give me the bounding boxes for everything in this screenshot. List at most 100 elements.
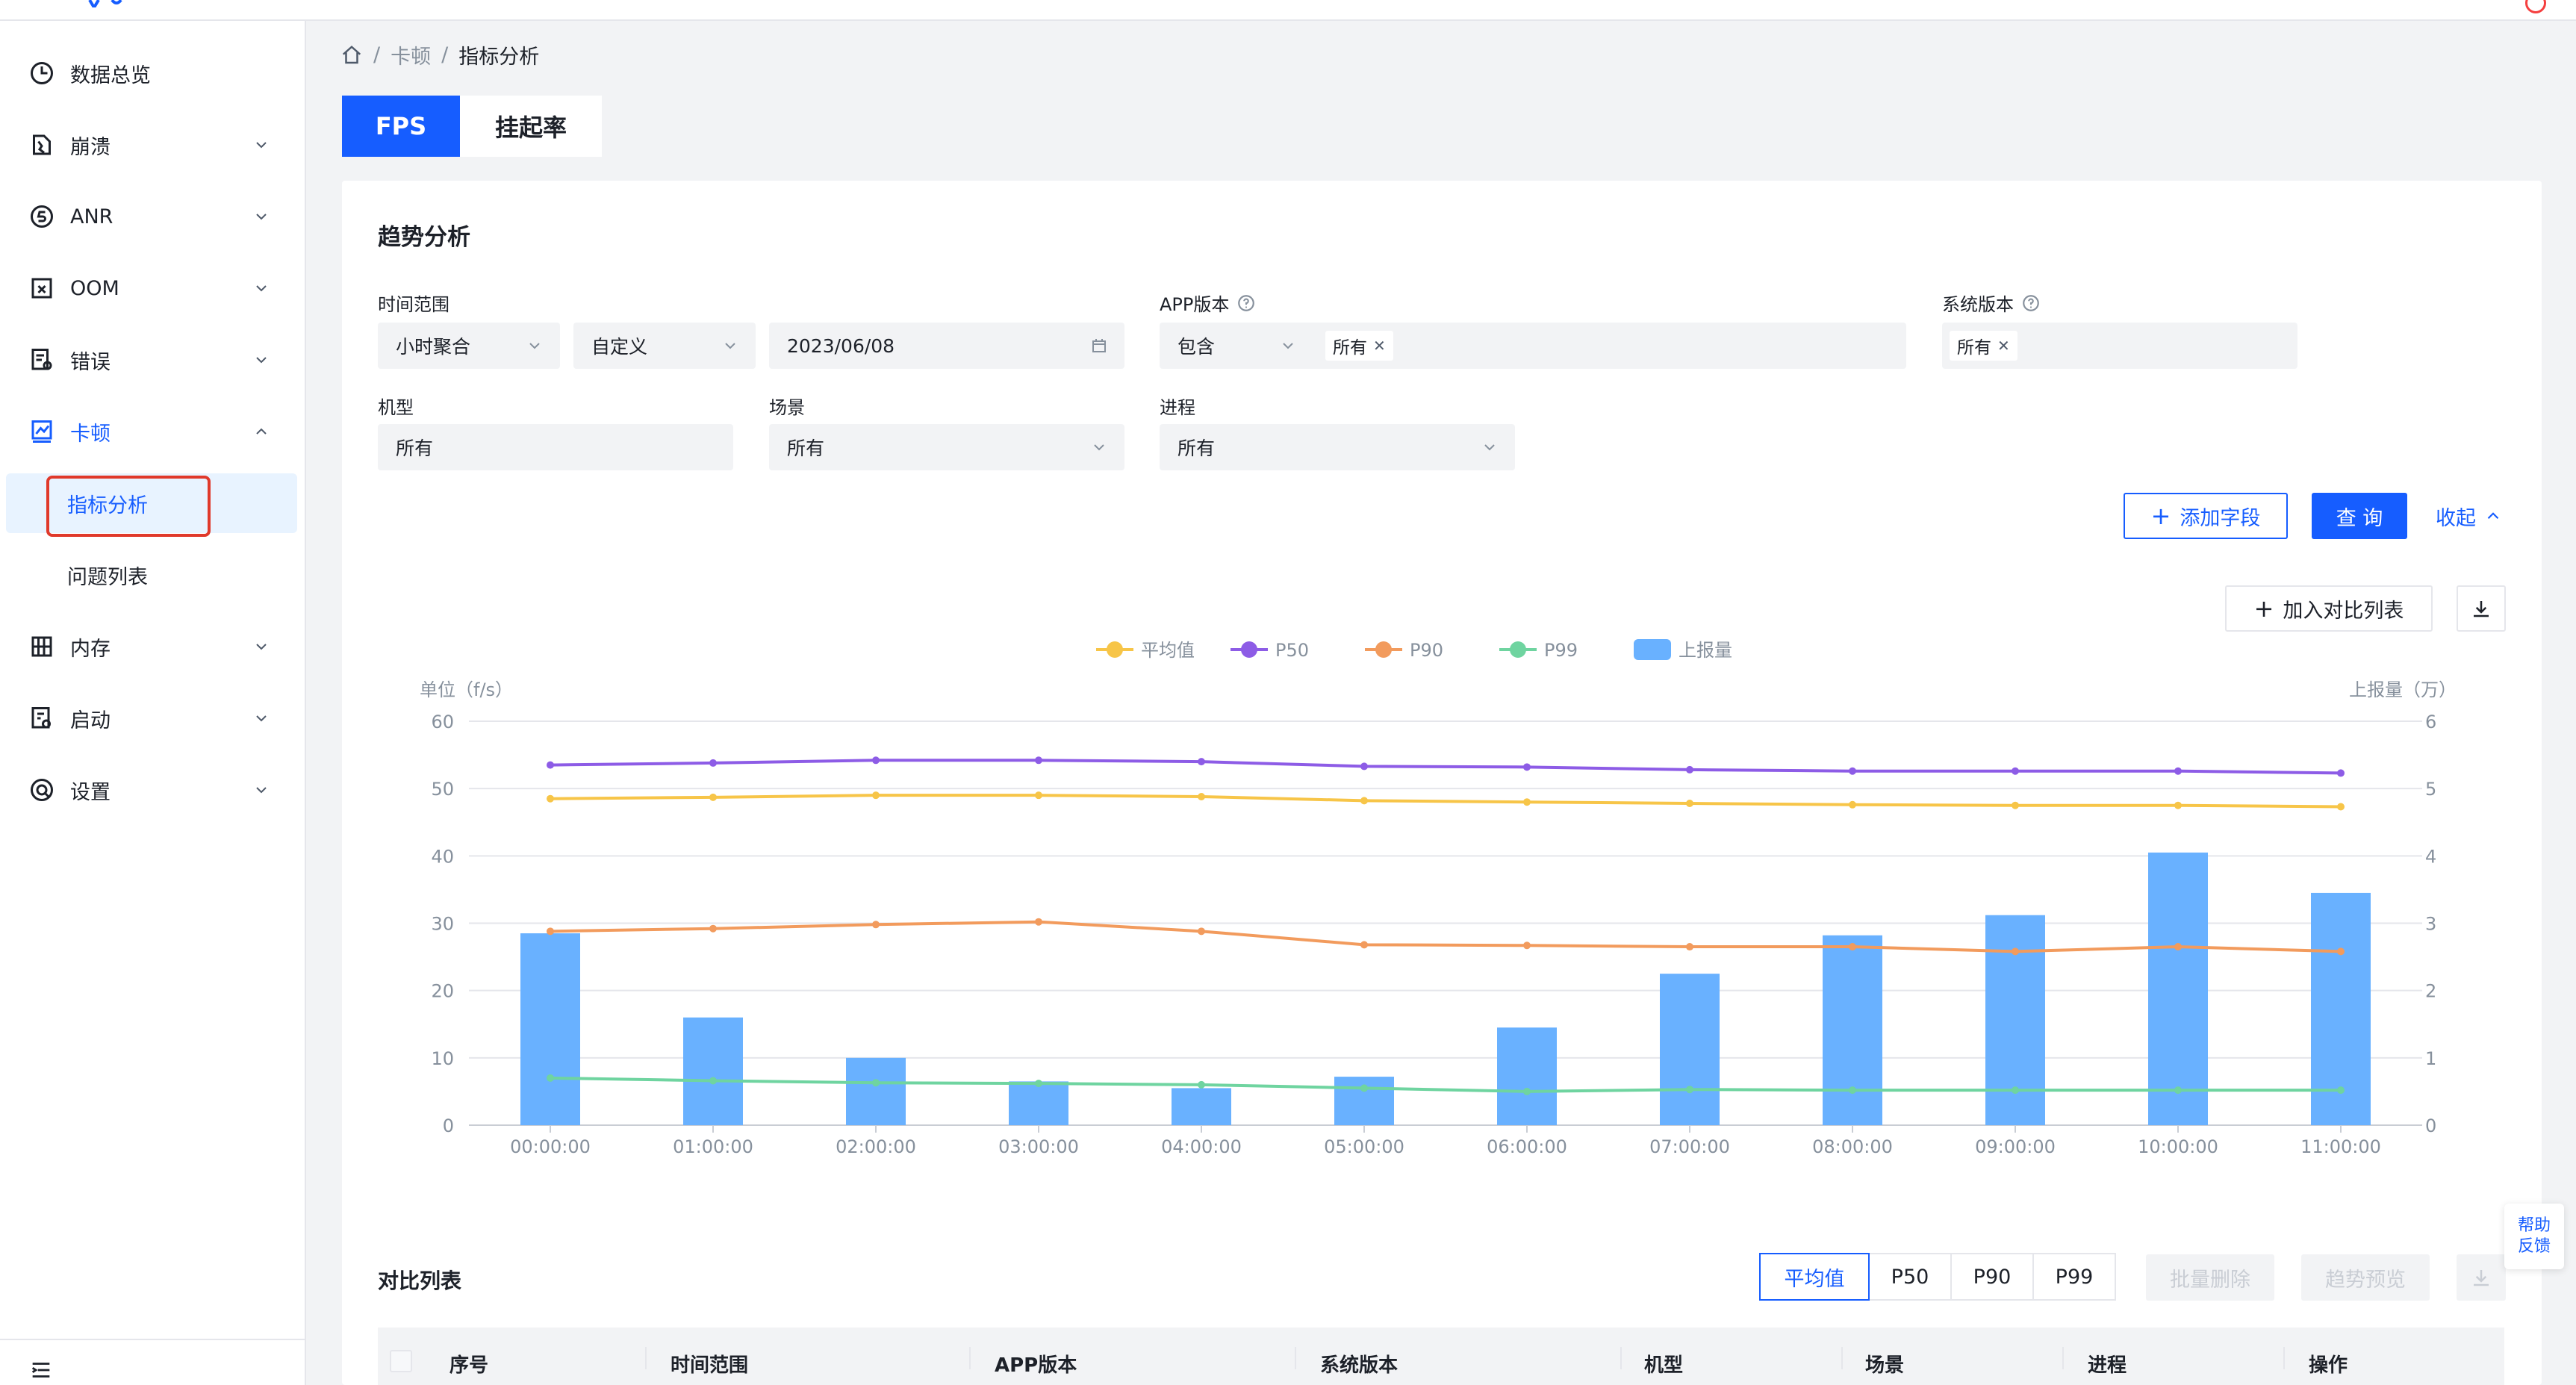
column-header-app-version: APP版本: [995, 1354, 1077, 1377]
query-button[interactable]: 查 询: [2312, 493, 2407, 539]
app-version-label-text: APP版本: [1160, 294, 1230, 315]
sidebar-item-jank[interactable]: 卡顿: [0, 402, 306, 461]
column-divider[interactable]: [969, 1347, 971, 1369]
app-version-field[interactable]: 包含 所有 ✕: [1160, 323, 1906, 369]
sidebar-item-oom[interactable]: OOM: [0, 258, 306, 318]
settings-icon: [31, 779, 53, 801]
sidebar-item-label: OOM: [70, 276, 119, 300]
os-version-label: 系统版本: [1942, 290, 2041, 316]
plus-icon: +: [2253, 594, 2274, 623]
sidebar-item-error[interactable]: 错误: [0, 330, 306, 390]
download-button[interactable]: [2457, 585, 2506, 632]
column-header-device: 机型: [1644, 1354, 1684, 1377]
compare-download-button[interactable]: [2457, 1254, 2506, 1301]
sidebar-item-label: 数据总览: [70, 63, 151, 87]
collapse-label: 收起: [2436, 506, 2476, 530]
sidebar-item-launch[interactable]: 启动: [0, 688, 306, 748]
add-field-label: 添加字段: [2180, 506, 2261, 530]
collapse-button[interactable]: 收起: [2428, 493, 2510, 539]
breadcrumb-item-jank[interactable]: 卡顿: [391, 46, 432, 69]
os-version-tag-label: 所有: [1957, 338, 1991, 358]
process-select[interactable]: 所有: [1160, 424, 1515, 470]
app-version-tag-label: 所有: [1333, 338, 1367, 358]
tab-fps[interactable]: FPS: [342, 96, 460, 157]
crash-icon: [33, 134, 51, 155]
chevron-up-icon: [2487, 512, 2499, 520]
column-header-os-version: 系统版本: [1320, 1354, 1399, 1377]
time-range-label: 时间范围: [378, 294, 449, 315]
sidebar-item-anr[interactable]: ANR: [0, 187, 306, 246]
os-version-tag: 所有 ✕: [1950, 331, 2017, 361]
aggregation-select[interactable]: 小时聚合: [378, 323, 560, 369]
scene-select[interactable]: 所有: [769, 424, 1124, 470]
tab-hang-rate[interactable]: 挂起率: [460, 96, 602, 157]
chevron-down-icon: [256, 644, 267, 650]
help-feedback-button[interactable]: 帮助 反馈: [2504, 1204, 2564, 1269]
date-picker[interactable]: 2023/06/08: [769, 323, 1124, 369]
help-icon[interactable]: [2021, 293, 2041, 313]
scene-label: 场景: [769, 397, 805, 418]
help-line-2: 反馈: [2517, 1237, 2551, 1256]
column-header-time-range: 时间范围: [671, 1354, 749, 1377]
download-icon: [2474, 601, 2489, 617]
sidebar-divider: [0, 1339, 306, 1340]
scene-value: 所有: [787, 438, 825, 459]
process-value: 所有: [1177, 438, 1216, 459]
avatar[interactable]: [2525, 0, 2546, 13]
range-mode-select[interactable]: 自定义: [573, 323, 756, 369]
sidebar-item-label: 卡顿: [70, 422, 111, 446]
select-all-checkbox[interactable]: [390, 1350, 412, 1372]
segment-p50[interactable]: P50: [1868, 1253, 1952, 1301]
column-divider[interactable]: [2062, 1347, 2064, 1369]
sidebar-item-crash[interactable]: 崩溃: [0, 115, 306, 175]
segment-p90[interactable]: P90: [1950, 1253, 2034, 1301]
download-icon: [2474, 1270, 2489, 1286]
device-label: 机型: [378, 397, 414, 418]
sidebar: 数据总览 崩溃 ANR OOM 错误 卡顿 指标分析 问题列表 内存 启动: [0, 21, 306, 1385]
oom-icon: [31, 278, 52, 299]
compare-table-header: 序号 时间范围 APP版本 系统版本 机型 场景 进程 操作: [378, 1328, 2504, 1385]
column-divider[interactable]: [1620, 1347, 1622, 1369]
memory-icon: [31, 636, 52, 657]
close-icon[interactable]: ✕: [1997, 337, 2010, 355]
sidebar-item-label: 启动: [70, 709, 111, 732]
chevron-down-icon: [256, 357, 267, 364]
trend-preview-button[interactable]: 趋势预览: [2301, 1254, 2430, 1301]
column-divider[interactable]: [645, 1347, 647, 1369]
logo-icon: [88, 0, 122, 7]
menu-collapse-icon[interactable]: [28, 1357, 54, 1383]
device-input[interactable]: 所有: [378, 424, 733, 470]
calendar-icon: [1092, 339, 1106, 352]
date-value: 2023/06/08: [787, 334, 895, 357]
add-compare-button[interactable]: + 加入对比列表: [2225, 585, 2433, 632]
sidebar-item-overview[interactable]: 数据总览: [0, 43, 306, 103]
home-icon[interactable]: [340, 44, 363, 66]
chevron-down-icon: [1094, 444, 1104, 451]
segment-avg[interactable]: 平均值: [1759, 1253, 1870, 1301]
column-divider[interactable]: [2283, 1347, 2285, 1369]
breadcrumb-separator: /: [373, 43, 381, 66]
sidebar-item-memory[interactable]: 内存: [0, 617, 306, 676]
app-version-op[interactable]: 包含: [1177, 336, 1216, 358]
help-icon[interactable]: [1236, 293, 1256, 313]
close-icon[interactable]: ✕: [1373, 337, 1386, 355]
column-divider[interactable]: [1841, 1347, 1843, 1369]
segment-p99[interactable]: P99: [2032, 1253, 2116, 1301]
main-card: [342, 181, 2542, 1385]
breadcrumb-item-current: 指标分析: [458, 46, 540, 69]
trend-icon: [31, 420, 52, 443]
chevron-down-icon: [256, 715, 267, 722]
os-version-field[interactable]: 所有 ✕: [1942, 323, 2297, 369]
aggregation-value: 小时聚合: [396, 336, 471, 358]
column-header-actions: 操作: [2309, 1354, 2348, 1377]
sidebar-subitem-issues[interactable]: 问题列表: [6, 545, 297, 605]
sidebar-subitem-metrics[interactable]: 指标分析: [6, 473, 297, 533]
chevron-up-icon: [256, 428, 267, 435]
sidebar-item-settings[interactable]: 设置: [0, 760, 306, 820]
column-divider[interactable]: [1295, 1347, 1296, 1369]
device-value: 所有: [396, 438, 434, 459]
highlight-annotation: [46, 476, 211, 537]
batch-delete-button[interactable]: 批量删除: [2146, 1254, 2274, 1301]
add-field-button[interactable]: + 添加字段: [2124, 493, 2288, 539]
launch-icon: [31, 707, 51, 729]
